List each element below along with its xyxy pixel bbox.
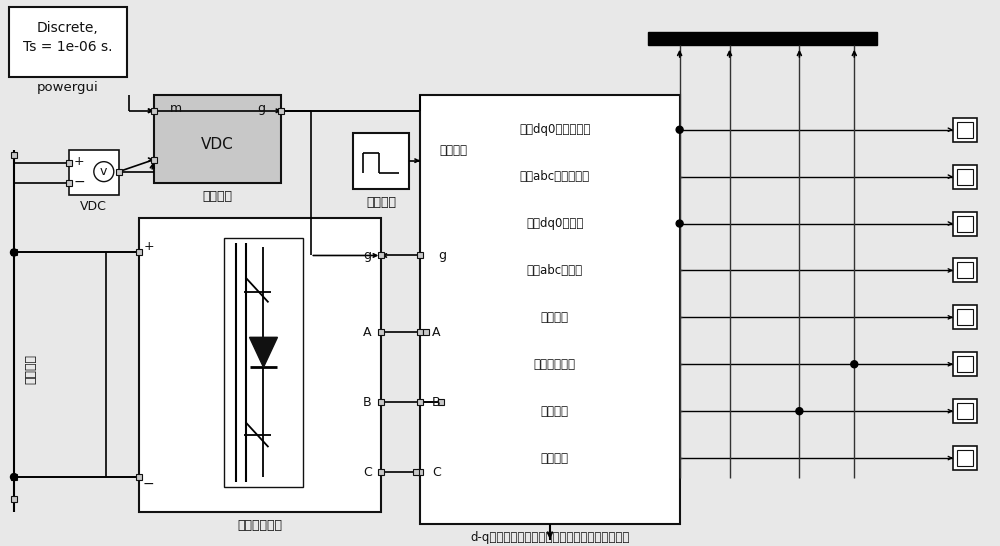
Bar [953,399,977,423]
Bar [11,152,17,158]
Text: 主控模块: 主控模块 [203,190,233,203]
Text: VDC: VDC [80,200,107,213]
Bar [9,7,127,77]
Text: 机械转速: 机械转速 [541,405,569,418]
Text: −: − [73,175,85,188]
Text: A: A [432,326,440,339]
Bar [378,252,384,258]
Text: B: B [432,396,440,408]
Text: C: C [363,466,372,478]
Bar [66,180,72,186]
Bar [136,474,142,480]
Bar [116,169,122,175]
Text: g: g [257,102,265,115]
Text: 定子dq0轴电压: 定子dq0轴电压 [526,217,584,230]
Bar [11,474,17,480]
Bar [224,238,303,487]
Bar [957,450,973,466]
Text: 定子abc轴输入电流: 定子abc轴输入电流 [520,170,590,183]
Bar [417,399,423,405]
Bar [151,108,157,114]
Bar [957,263,973,278]
Bar [648,32,877,45]
Text: v: v [100,165,107,178]
Text: 定子abc轴电压: 定子abc轴电压 [527,264,583,277]
Bar [957,122,973,138]
Bar [953,165,977,188]
Bar [154,95,281,182]
Bar [413,469,419,475]
Bar [957,357,973,372]
Bar [953,446,977,470]
Text: 直流母线: 直流母线 [24,354,37,384]
Text: A: A [363,326,372,339]
Text: 负载转矩: 负载转矩 [439,144,467,157]
Text: m: m [170,102,182,115]
Text: +: + [74,155,84,168]
Text: powergui: powergui [37,81,99,94]
Bar [139,217,381,512]
Bar [953,211,977,235]
Bar [136,250,142,256]
Text: 转子电气转角: 转子电气转角 [534,358,576,371]
Bar [417,252,423,258]
Text: −: − [143,477,155,491]
Text: 负载转矩: 负载转矩 [366,196,396,209]
Bar [953,118,977,142]
Text: Discrete,: Discrete, [37,21,99,35]
Circle shape [10,473,17,480]
Bar [353,133,409,188]
Text: VDC: VDC [201,137,234,152]
Text: C: C [432,466,441,478]
Bar [417,469,423,475]
Text: 电磁转矩: 电磁转矩 [541,311,569,324]
Bar [438,399,444,405]
Bar [417,329,423,335]
Circle shape [676,126,683,133]
Bar [420,95,680,524]
Bar [151,157,157,163]
Bar [378,399,384,405]
Bar [957,216,973,232]
Bar [378,469,384,475]
Circle shape [851,361,858,368]
Bar [953,258,977,282]
Bar [957,169,973,185]
Bar [953,305,977,329]
Circle shape [796,408,803,414]
Circle shape [676,220,683,227]
Bar [423,329,429,335]
Bar [66,159,72,165]
Circle shape [10,249,17,256]
Bar [11,250,17,256]
Text: d-q坐标系下计及线性鐵损永磁同步电机机电模型: d-q坐标系下计及线性鐵损永磁同步电机机电模型 [470,531,630,544]
Text: 三相全桥逆变: 三相全桥逆变 [237,519,282,532]
Bar [278,108,284,114]
Bar [957,310,973,325]
Text: 定子dq0轴输入电流: 定子dq0轴输入电流 [519,123,591,136]
Text: 系统效率: 系统效率 [541,452,569,465]
Bar [11,496,17,502]
Bar [953,352,977,376]
Text: Ts = 1e-06 s.: Ts = 1e-06 s. [23,40,113,54]
Text: B: B [363,396,372,408]
Bar [378,329,384,335]
Circle shape [94,162,114,182]
Text: +: + [143,240,154,253]
Bar [69,150,119,194]
Text: g: g [438,249,446,262]
Bar [957,403,973,419]
Text: g: g [363,249,371,262]
Polygon shape [250,337,277,367]
